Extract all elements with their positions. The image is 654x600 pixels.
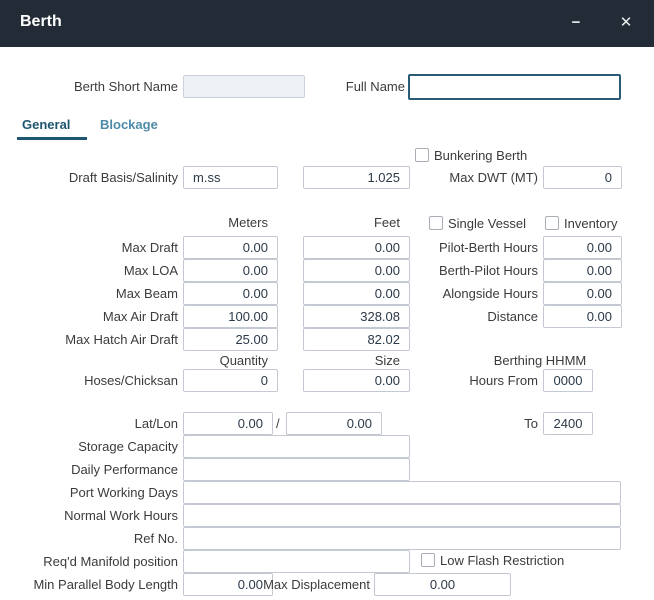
max-dwt-input[interactable] xyxy=(543,166,622,189)
distance-label: Distance xyxy=(487,309,538,324)
max-hatch-air-draft-meters-input[interactable] xyxy=(183,328,278,351)
quantity-column-header: Quantity xyxy=(219,353,268,368)
size-column-header: Size xyxy=(374,353,400,368)
full-name-input[interactable] xyxy=(408,74,621,100)
max-draft-meters-input[interactable] xyxy=(183,236,278,259)
normal-work-hours-input[interactable] xyxy=(183,504,621,527)
manifold-position-input[interactable] xyxy=(183,550,410,573)
max-displacement-input[interactable] xyxy=(374,573,511,596)
port-working-days-label: Port Working Days xyxy=(69,485,178,500)
min-parallel-body-length-label: Min Parallel Body Length xyxy=(33,577,178,592)
minimize-icon[interactable]: − xyxy=(571,14,581,31)
hours-from-input[interactable] xyxy=(543,369,593,392)
full-name-label: Full Name xyxy=(345,79,405,94)
max-displacement-label: Max Displacement xyxy=(263,577,370,592)
hours-to-label: To xyxy=(524,416,538,431)
hoses-size-input[interactable] xyxy=(303,369,410,392)
max-air-draft-feet-input[interactable] xyxy=(303,305,410,328)
short-name-label: Berth Short Name xyxy=(73,79,178,94)
pilot-berth-hours-input[interactable] xyxy=(543,236,622,259)
max-air-draft-label: Max Air Draft xyxy=(102,309,178,324)
hours-from-label: Hours From xyxy=(469,373,538,388)
berth-pilot-hours-label: Berth-Pilot Hours xyxy=(439,263,538,278)
distance-input[interactable] xyxy=(543,305,622,328)
single-vessel-label: Single Vessel xyxy=(448,216,527,231)
max-air-draft-meters-input[interactable] xyxy=(183,305,278,328)
draft-basis-input[interactable] xyxy=(183,166,278,189)
max-hatch-air-draft-label: Max Hatch Air Draft xyxy=(65,332,178,347)
short-name-input[interactable] xyxy=(183,75,305,98)
max-loa-meters-input[interactable] xyxy=(183,259,278,282)
inventory-checkbox[interactable] xyxy=(545,216,559,230)
min-parallel-body-length-input[interactable] xyxy=(183,573,273,596)
feet-column-header: Feet xyxy=(373,215,400,230)
max-loa-feet-input[interactable] xyxy=(303,259,410,282)
pilot-berth-hours-label: Pilot-Berth Hours xyxy=(439,240,538,255)
inventory-label: Inventory xyxy=(564,216,618,231)
manifold-position-label: Req'd Manifold position xyxy=(43,554,178,569)
daily-performance-label: Daily Performance xyxy=(71,462,178,477)
berth-pilot-hours-input[interactable] xyxy=(543,259,622,282)
close-icon[interactable]: ✕ xyxy=(619,14,633,31)
alongside-hours-label: Alongside Hours xyxy=(442,286,538,301)
max-beam-feet-input[interactable] xyxy=(303,282,410,305)
storage-capacity-input[interactable] xyxy=(183,435,410,458)
max-draft-label: Max Draft xyxy=(121,240,178,255)
tab-general[interactable]: General xyxy=(22,117,71,132)
alongside-hours-input[interactable] xyxy=(543,282,622,305)
dialog-titlebar xyxy=(0,0,654,47)
lat-input[interactable] xyxy=(183,412,273,435)
max-beam-meters-input[interactable] xyxy=(183,282,278,305)
berthing-hhmm-header: Berthing HHMM xyxy=(493,353,587,368)
port-working-days-input[interactable] xyxy=(183,481,621,504)
tab-blockage[interactable]: Blockage xyxy=(100,117,158,132)
ref-no-label: Ref No. xyxy=(133,531,178,546)
max-dwt-label: Max DWT (MT) xyxy=(449,170,538,185)
hoses-chicksan-label: Hoses/Chicksan xyxy=(84,373,178,388)
single-vessel-checkbox[interactable] xyxy=(429,216,443,230)
low-flash-restriction-label: Low Flash Restriction xyxy=(440,553,565,568)
salinity-input[interactable] xyxy=(303,166,410,189)
max-hatch-air-draft-feet-input[interactable] xyxy=(303,328,410,351)
normal-work-hours-label: Normal Work Hours xyxy=(64,508,178,523)
max-beam-label: Max Beam xyxy=(115,286,178,301)
max-draft-feet-input[interactable] xyxy=(303,236,410,259)
bunkering-berth-label: Bunkering Berth xyxy=(434,148,528,163)
latlon-separator: / xyxy=(276,416,280,431)
hoses-quantity-input[interactable] xyxy=(183,369,278,392)
hours-to-input[interactable] xyxy=(543,412,593,435)
bunkering-berth-checkbox[interactable] xyxy=(415,148,429,162)
draft-basis-label: Draft Basis/Salinity xyxy=(68,170,178,185)
latlon-label: Lat/Lon xyxy=(134,416,178,431)
meters-column-header: Meters xyxy=(228,215,268,230)
max-loa-label: Max LOA xyxy=(123,263,178,278)
ref-no-input[interactable] xyxy=(183,527,621,550)
daily-performance-input[interactable] xyxy=(183,458,410,481)
low-flash-restriction-checkbox[interactable] xyxy=(421,553,435,567)
tab-general-underline xyxy=(17,137,87,140)
storage-capacity-label: Storage Capacity xyxy=(78,439,178,454)
lon-input[interactable] xyxy=(286,412,382,435)
dialog-title: Berth xyxy=(20,13,62,30)
